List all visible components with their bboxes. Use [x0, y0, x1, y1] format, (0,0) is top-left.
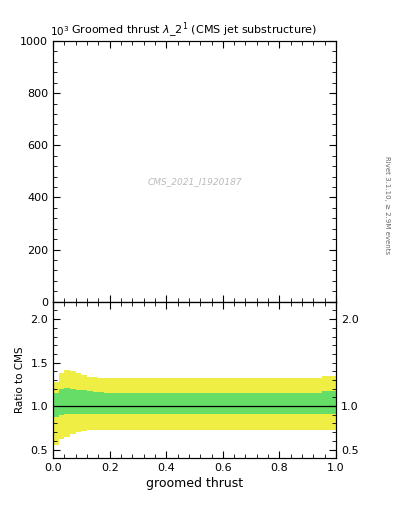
Y-axis label: Ratio to CMS: Ratio to CMS	[15, 347, 25, 413]
Text: CMS_2021_I1920187: CMS_2021_I1920187	[147, 177, 242, 186]
Title: Groomed thrust $\lambda$_2$^1$ (CMS jet substructure): Groomed thrust $\lambda$_2$^1$ (CMS jet …	[72, 21, 318, 40]
X-axis label: groomed thrust: groomed thrust	[146, 477, 243, 490]
Text: $10^3$: $10^3$	[50, 25, 70, 38]
Text: Rivet 3.1.10, ≥ 2.9M events: Rivet 3.1.10, ≥ 2.9M events	[384, 156, 390, 254]
